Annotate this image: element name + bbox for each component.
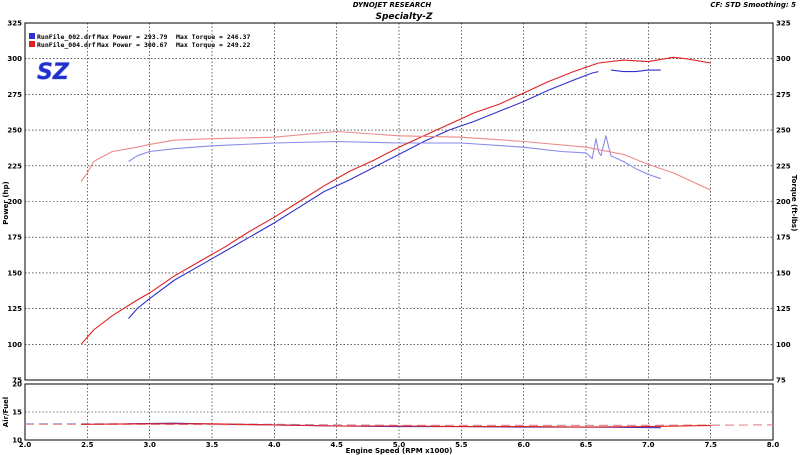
y2-tick-label: 125	[776, 305, 791, 313]
x-tick-label: 4.0	[268, 441, 281, 449]
company-name: DYNOJET RESEARCH	[353, 1, 432, 9]
x-tick-label: 6.0	[517, 441, 530, 449]
x-tick-label: 8.0	[767, 441, 780, 449]
afr-plot-frame	[24, 383, 774, 441]
y-tick-label: 225	[7, 162, 22, 170]
legend-power-run-004: Max Power = 300.67	[97, 41, 168, 49]
x-tick-label: 3.5	[206, 441, 219, 449]
legend-torque-run-002: Max Torque = 246.37	[176, 33, 250, 41]
legend-file-run-002: RunFile_002.drf	[37, 33, 96, 41]
y-tick-label: 175	[7, 234, 22, 242]
main-power-line-4	[80, 56, 711, 345]
legend-swatch-run-002	[29, 33, 35, 39]
y-tick-label: 100	[7, 341, 22, 349]
afr-tick-label: 10	[12, 437, 22, 445]
y2-tick-label: 100	[776, 341, 791, 349]
x-tick-label: 7.5	[704, 441, 717, 449]
x-tick-labels: 2.0 2.5 3.0 3.5 4.0 4.5 5.0 5.5 6.0 6.5 7.0 7.5 8.0	[19, 441, 780, 449]
y2-tick-label: 225	[776, 162, 791, 170]
y2-tick-label: 250	[776, 127, 791, 135]
main-power-line-0	[128, 71, 599, 319]
main-power-line-1	[610, 69, 661, 73]
y-tick-label: 300	[7, 55, 22, 63]
afr-tick-label: 20	[12, 381, 22, 389]
afr-tick-labels: 10 15 20	[12, 381, 22, 445]
y-tick-label: 150	[7, 269, 22, 277]
x-tick-label: 4.5	[330, 441, 343, 449]
y2-tick-label: 175	[776, 234, 791, 242]
x-axis-label: Engine Speed (RPM x1000)	[346, 447, 453, 455]
chart-title: Specialty-Z	[375, 12, 433, 22]
legend-swatch-run-004	[29, 41, 35, 47]
settings-label: CF: STD Smoothing: 5	[710, 1, 796, 9]
afr-series-layer	[25, 422, 774, 429]
main-torque-line-5	[80, 130, 711, 191]
afr-tick-label: 15	[12, 409, 22, 417]
legend-torque-run-004: Max Torque = 249.22	[176, 41, 250, 49]
y-axis-label: Power (hp)	[2, 181, 10, 224]
x-tick-label: 2.5	[81, 441, 94, 449]
x-tick-label: 2.0	[19, 441, 32, 449]
y-tick-label: 125	[7, 305, 22, 313]
legend: RunFile_002.drf Max Power = 293.79 Max T…	[29, 33, 250, 49]
x-tick-label: 6.5	[580, 441, 593, 449]
y-tick-label: 250	[7, 127, 22, 135]
afr-axis-label: Air/Fuel	[2, 397, 10, 427]
main-series-layer	[80, 56, 711, 345]
x-tick-label: 7.0	[642, 441, 655, 449]
legend-power-run-002: Max Power = 293.79	[97, 33, 168, 41]
afr-gridlines	[24, 383, 774, 441]
y2-tick-label: 75	[776, 377, 786, 385]
x-tick-label: 5.0	[393, 441, 406, 449]
x-tick-label: 3.0	[143, 441, 156, 449]
y2-axis-label: Torque (ft-lbs)	[790, 175, 798, 232]
main-tick-labels: 75 75 100 100 125 125 150 150 175 175 200 200 225 225…	[7, 20, 790, 385]
afr-afr-line-2	[25, 423, 774, 426]
y-tick-label: 275	[7, 91, 22, 99]
afr-afr-line-3	[81, 423, 711, 428]
x-tick-label: 5.5	[455, 441, 468, 449]
y2-tick-label: 150	[776, 269, 791, 277]
y-tick-label: 75	[12, 377, 22, 385]
sz-logo: SZ	[37, 60, 70, 85]
y2-tick-label: 325	[776, 20, 791, 28]
y-tick-label: 325	[7, 20, 22, 28]
main-gridlines	[24, 22, 774, 381]
y2-tick-label: 300	[776, 55, 791, 63]
main-plot-frame	[24, 22, 774, 381]
y2-tick-label: 200	[776, 198, 791, 206]
main-torque-line-3	[600, 135, 661, 180]
y-tick-label: 200	[7, 198, 22, 206]
y2-tick-label: 275	[776, 91, 791, 99]
legend-file-run-004: RunFile_004.drf	[37, 41, 96, 49]
